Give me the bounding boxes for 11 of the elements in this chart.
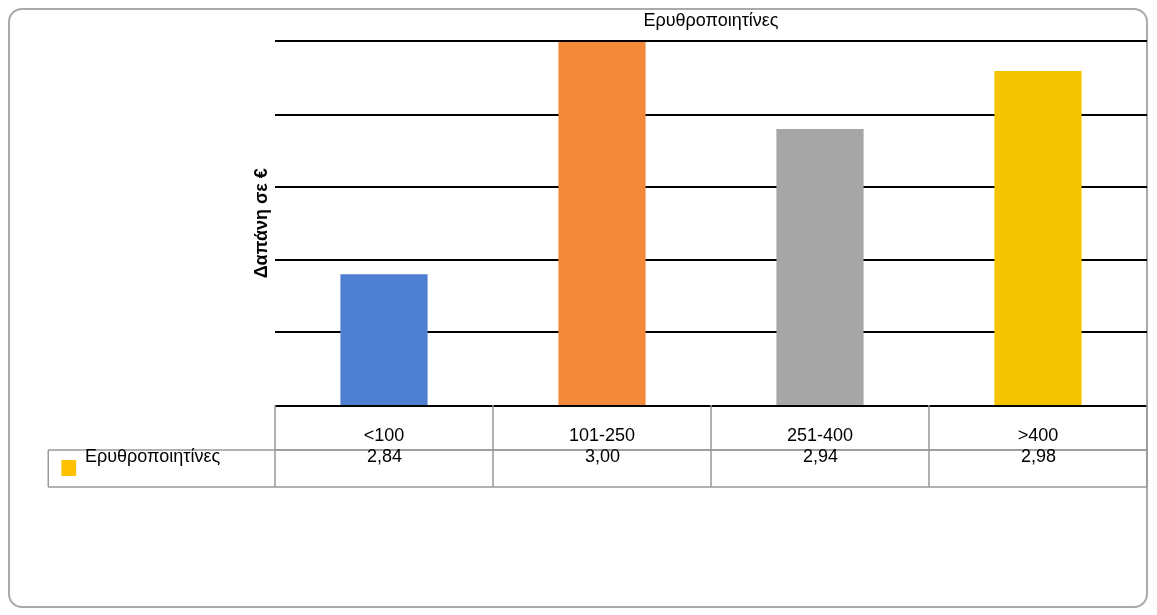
- legend-label: Ερυθροποιητίνες: [85, 446, 221, 466]
- data-label: 2,94: [803, 446, 839, 466]
- data-label: 3,00: [585, 446, 621, 466]
- x-tick-label: 101-250: [568, 424, 636, 445]
- x-tick-label: 251-400: [786, 424, 854, 445]
- data-label: 2,98: [1021, 446, 1057, 466]
- y-axis-title: Δαπάνη σε €: [251, 168, 272, 279]
- data-label: 2,84: [367, 446, 403, 466]
- chart-title: Ερυθροποιητίνες: [643, 10, 779, 31]
- x-tick-label: <100: [363, 424, 405, 445]
- x-tick-label: >400: [1017, 424, 1059, 445]
